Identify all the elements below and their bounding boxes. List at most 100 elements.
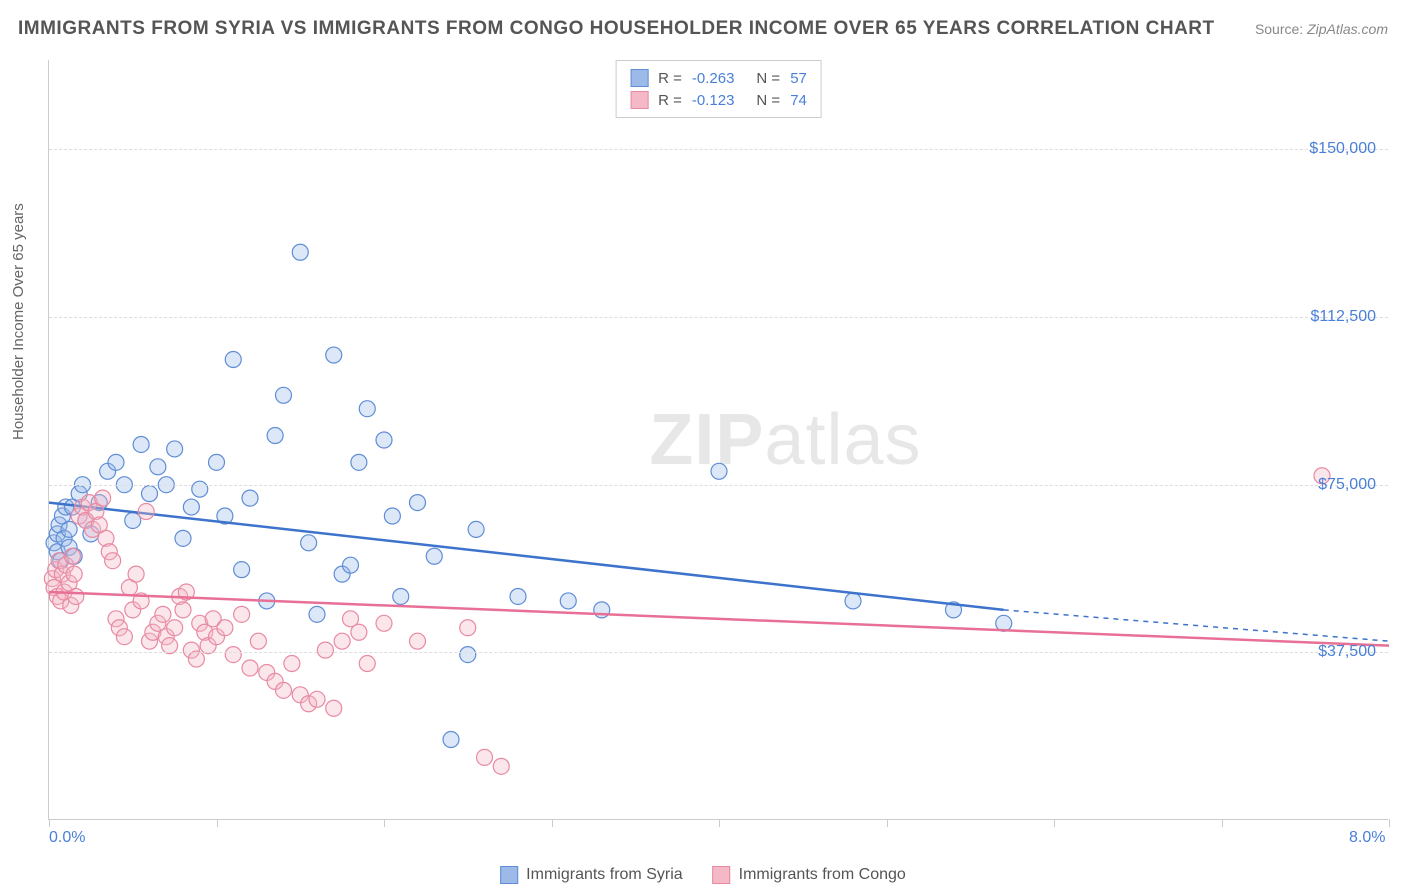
data-point — [225, 352, 241, 368]
data-point — [351, 624, 367, 640]
data-point — [217, 620, 233, 636]
data-point — [468, 521, 484, 537]
data-point — [250, 633, 266, 649]
data-point — [376, 432, 392, 448]
data-point — [225, 647, 241, 663]
y-tick-label: $75,000 — [1318, 476, 1376, 494]
data-point — [276, 387, 292, 403]
series-legend: Immigrants from Syria Immigrants from Con… — [500, 866, 906, 884]
data-point — [384, 508, 400, 524]
data-point — [175, 602, 191, 618]
data-point — [359, 401, 375, 417]
x-tick-label: 8.0% — [1349, 829, 1385, 847]
x-tick-label: 0.0% — [49, 829, 85, 847]
legend-label: Immigrants from Syria — [526, 866, 682, 884]
data-point — [105, 553, 121, 569]
data-point — [242, 660, 258, 676]
legend-item: Immigrants from Congo — [713, 866, 906, 884]
x-tick-mark — [1222, 819, 1223, 827]
data-point — [376, 615, 392, 631]
data-point — [510, 588, 526, 604]
data-point — [292, 244, 308, 260]
data-point — [326, 347, 342, 363]
data-point — [351, 454, 367, 470]
data-point — [443, 732, 459, 748]
source-label: Source: — [1255, 21, 1303, 37]
data-point — [192, 481, 208, 497]
data-point — [95, 490, 111, 506]
data-point — [64, 548, 80, 564]
legend-n-label: N = — [756, 70, 780, 87]
gridline — [49, 652, 1388, 653]
legend-swatch — [630, 69, 648, 87]
y-tick-label: $37,500 — [1318, 643, 1376, 661]
x-tick-mark — [887, 819, 888, 827]
x-tick-mark — [552, 819, 553, 827]
legend-swatch — [713, 866, 731, 884]
legend-r-value: -0.263 — [692, 70, 735, 87]
data-point — [301, 535, 317, 551]
legend-r-value: -0.123 — [692, 92, 735, 109]
data-point — [393, 588, 409, 604]
legend-swatch — [630, 91, 648, 109]
data-point — [167, 620, 183, 636]
legend-r-label: R = — [658, 70, 682, 87]
gridline — [49, 149, 1388, 150]
legend-label: Immigrants from Congo — [739, 866, 906, 884]
data-point — [309, 606, 325, 622]
data-point — [234, 562, 250, 578]
legend-swatch — [500, 866, 518, 884]
chart-svg — [49, 60, 1388, 819]
data-point — [317, 642, 333, 658]
data-point — [343, 557, 359, 573]
data-point — [711, 463, 727, 479]
trend-line — [49, 592, 1389, 646]
data-point — [128, 566, 144, 582]
correlation-legend: R =-0.263N =57R =-0.123N =74 — [615, 60, 822, 118]
legend-row: R =-0.263N =57 — [630, 67, 807, 89]
data-point — [334, 633, 350, 649]
data-point — [284, 656, 300, 672]
data-point — [167, 441, 183, 457]
y-tick-label: $150,000 — [1309, 140, 1376, 158]
data-point — [116, 629, 132, 645]
gridline — [49, 317, 1388, 318]
data-point — [234, 606, 250, 622]
trend-line-extrapolated — [1004, 610, 1389, 641]
data-point — [155, 606, 171, 622]
source-value: ZipAtlas.com — [1307, 21, 1388, 37]
data-point — [133, 436, 149, 452]
data-point — [267, 428, 283, 444]
x-tick-mark — [1389, 819, 1390, 827]
x-tick-mark — [384, 819, 385, 827]
y-axis-label: Householder Income Over 65 years — [10, 203, 27, 440]
data-point — [183, 499, 199, 515]
source-citation: Source: ZipAtlas.com — [1255, 21, 1388, 37]
gridline — [49, 485, 1388, 486]
data-point — [359, 656, 375, 672]
x-tick-mark — [1054, 819, 1055, 827]
data-point — [460, 620, 476, 636]
data-point — [560, 593, 576, 609]
data-point — [150, 459, 166, 475]
data-point — [410, 633, 426, 649]
x-tick-mark — [217, 819, 218, 827]
plot-area: ZIPatlas R =-0.263N =57R =-0.123N =74 $3… — [48, 60, 1388, 820]
data-point — [426, 548, 442, 564]
legend-n-label: N = — [756, 92, 780, 109]
data-point — [460, 647, 476, 663]
legend-item: Immigrants from Syria — [500, 866, 682, 884]
x-tick-mark — [49, 819, 50, 827]
data-point — [209, 454, 225, 470]
data-point — [162, 638, 178, 654]
data-point — [66, 566, 82, 582]
data-point — [175, 530, 191, 546]
data-point — [493, 758, 509, 774]
legend-row: R =-0.123N =74 — [630, 89, 807, 111]
title-bar: IMMIGRANTS FROM SYRIA VS IMMIGRANTS FROM… — [18, 18, 1388, 40]
data-point — [326, 700, 342, 716]
data-point — [242, 490, 258, 506]
data-point — [309, 691, 325, 707]
data-point — [477, 749, 493, 765]
data-point — [108, 454, 124, 470]
